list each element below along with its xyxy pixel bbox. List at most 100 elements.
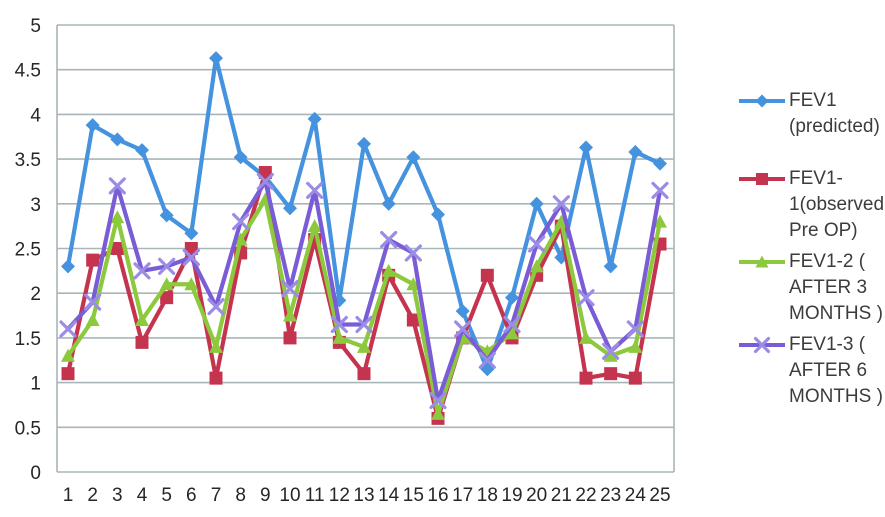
- triangle-marker-icon: [307, 219, 322, 233]
- diamond-marker-icon: [110, 132, 125, 147]
- x-marker-icon: [503, 315, 521, 334]
- chart-legend: FEV1 (predicted) FEV1- 1(observed Pre OP)…: [737, 88, 885, 410]
- series-fev1-predicted-: [61, 51, 667, 377]
- triangle-marker-icon: [357, 339, 371, 353]
- x-axis-tick-label: 6: [186, 485, 197, 506]
- x-axis-tick-label: 14: [378, 485, 400, 506]
- diamond-marker-icon: [653, 156, 667, 171]
- x-marker-icon: [207, 298, 225, 316]
- x-axis-tick-label: 23: [600, 485, 621, 506]
- x-marker-icon: [232, 213, 250, 231]
- triangle-marker-icon: [110, 210, 125, 224]
- diamond-marker-icon: [61, 259, 75, 274]
- square-marker-icon: [135, 335, 149, 349]
- diamond-marker-icon: [85, 118, 100, 133]
- x-marker-icon: [404, 244, 422, 262]
- triangle-marker-icon: [184, 277, 199, 291]
- x-marker-icon: [753, 336, 771, 354]
- diamond-marker-icon: [357, 136, 371, 151]
- square-marker-icon: [86, 253, 100, 267]
- legend-label: FEV1-3 ( AFTER 6 MONTHS ): [789, 334, 883, 407]
- triangle-marker-icon: [406, 277, 421, 291]
- x-axis-tick-label: 15: [403, 485, 424, 506]
- x-marker-icon: [454, 320, 472, 338]
- triangle-marker-icon: [61, 348, 75, 362]
- diamond-marker-icon: [455, 304, 470, 319]
- y-axis-tick-label: 1.5: [15, 329, 41, 350]
- diamond-marker-icon: [505, 290, 519, 305]
- square-marker-icon: [283, 331, 297, 345]
- y-axis-tick-label: 0.5: [15, 418, 41, 439]
- x-axis-tick-label: 24: [625, 485, 647, 506]
- y-axis-tick-label: 4.5: [15, 61, 41, 82]
- x-axis-tick-label: 22: [575, 485, 596, 506]
- y-axis-tick-label: 3: [30, 195, 41, 216]
- legend-diamond-swatch-icon: [739, 94, 785, 108]
- x-axis-tick-label: 3: [112, 485, 123, 506]
- square-marker-icon: [480, 268, 494, 282]
- x-marker-icon: [651, 181, 669, 199]
- legend-item: FEV1-3 ( AFTER 6 MONTHS ): [737, 332, 885, 410]
- x-marker-icon: [429, 391, 447, 410]
- x-axis-tick-label: 12: [329, 485, 350, 506]
- x-axis-tick-label: 18: [477, 485, 498, 506]
- x-marker-icon: [108, 177, 126, 195]
- x-marker-icon: [59, 320, 77, 338]
- triangle-marker-icon: [159, 277, 174, 291]
- square-marker-icon: [604, 367, 618, 381]
- legend-item: FEV1-2 ( AFTER 3 MONTHS ): [737, 249, 885, 327]
- diamond-marker-icon: [233, 150, 248, 165]
- x-marker-icon: [281, 280, 299, 298]
- series-line: [65, 197, 663, 416]
- x-axis-tick-label: 16: [427, 485, 448, 506]
- square-marker-icon: [579, 371, 593, 385]
- diamond-marker-icon: [283, 201, 297, 216]
- x-axis-tick-label: 7: [211, 485, 222, 506]
- triangle-marker-icon: [233, 232, 248, 246]
- x-marker-icon: [158, 257, 176, 275]
- diamond-marker-icon: [628, 144, 643, 159]
- x-marker-icon: [478, 351, 496, 369]
- triangle-marker-icon: [529, 259, 544, 273]
- x-marker-icon: [602, 342, 620, 360]
- legend-label: FEV1 (predicted): [789, 90, 880, 137]
- diamond-marker-icon: [307, 111, 322, 126]
- x-marker-icon: [577, 289, 595, 307]
- triangle-marker-icon: [603, 348, 618, 362]
- triangle-marker-icon: [332, 330, 347, 344]
- legend-item: FEV1- 1(observed Pre OP): [737, 166, 885, 244]
- series-fev1-2-after-3-months-: [61, 192, 667, 420]
- diamond-marker-icon: [579, 140, 593, 155]
- x-marker-icon: [552, 195, 570, 213]
- x-axis-tick-label: 10: [279, 485, 300, 506]
- triangle-marker-icon: [628, 339, 643, 353]
- y-axis-tick-label: 1: [30, 374, 41, 395]
- x-axis-tick-label: 5: [161, 485, 172, 506]
- legend-label: FEV1-2 ( AFTER 3 MONTHS ): [789, 251, 883, 324]
- legend-x-swatch-icon: [739, 336, 785, 354]
- square-marker-icon: [209, 371, 223, 385]
- diamond-marker-icon: [406, 150, 421, 165]
- x-marker-icon: [182, 248, 200, 267]
- y-axis-tick-label: 5: [30, 16, 41, 37]
- legend-label: FEV1- 1(observed Pre OP): [789, 168, 885, 241]
- triangle-marker-icon: [431, 406, 445, 420]
- x-axis-tick-label: 25: [649, 485, 670, 506]
- x-axis-tick-label: 17: [452, 485, 473, 506]
- square-marker-icon: [184, 242, 198, 255]
- square-marker-icon: [756, 173, 768, 185]
- diamond-marker-icon: [184, 226, 199, 241]
- diamond-marker-icon: [381, 196, 396, 211]
- x-axis-tick-label: 4: [137, 485, 148, 506]
- y-axis-tick-label: 3.5: [15, 150, 41, 171]
- y-axis-tick-label: 2: [30, 284, 41, 305]
- x-axis-tick-label: 8: [235, 485, 246, 506]
- diamond-marker-icon: [603, 259, 618, 274]
- diamond-marker-icon: [159, 208, 174, 223]
- x-axis-tick-label: 1: [63, 485, 74, 506]
- x-axis-tick-label: 19: [501, 485, 522, 506]
- x-marker-icon: [306, 181, 324, 199]
- triangle-marker-icon: [209, 339, 223, 353]
